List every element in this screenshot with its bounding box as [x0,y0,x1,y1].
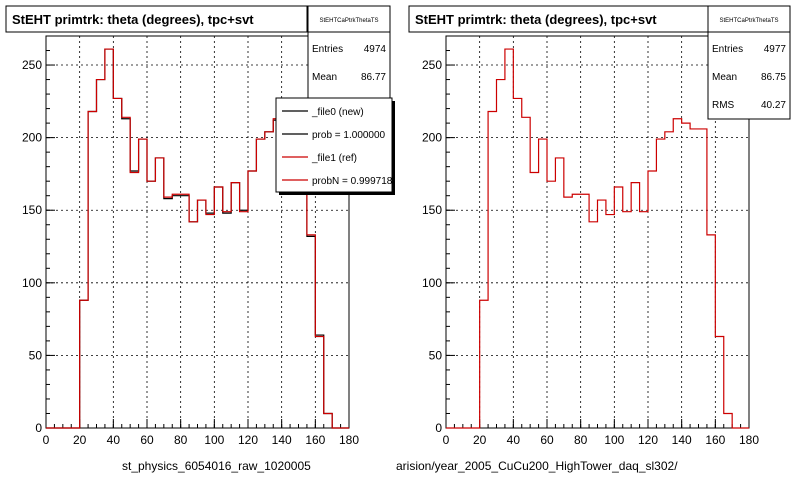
left-y-tick-label: 250 [22,58,42,72]
right-stats-mean-label: Mean [712,72,737,83]
right-y-tick-label: 200 [422,131,442,145]
right-x-tick-label: 180 [739,433,759,447]
right-y-tick-label: 100 [422,276,442,290]
right-series-0 [446,48,749,429]
left-x-tick-label: 140 [272,433,292,447]
right-x-tick-label: 80 [574,433,588,447]
right-stats-mean-value: 86.75 [761,72,786,83]
right-histogram-panel: StEHT primtrk: theta (degrees), tpc+svt … [396,5,791,473]
left-y-tick-label: 100 [22,276,42,290]
left-stats-entries-value: 4974 [364,44,387,55]
left-x-tick-label: 40 [107,433,121,447]
right-x-tick-label: 160 [705,433,725,447]
left-plot-area: 0 20 40 60 80 100 120 140 160 180 0 50 100 150 200 250 [22,35,359,447]
left-stats-name: StEHTCaPtrkThetaTS [319,18,378,24]
left-stats-entries-label: Entries [312,44,343,55]
right-stats-rms-value: 40.27 [761,100,786,111]
right-x-tick-label: 140 [672,433,692,447]
right-x-tick-label: 120 [638,433,658,447]
right-title-box: StEHT primtrk: theta (degrees), tpc+svt [408,5,709,33]
right-x-tick-label: 20 [473,433,487,447]
left-title-box: StEHT primtrk: theta (degrees), tpc+svt [5,5,308,33]
left-x-tick-label: 120 [238,433,258,447]
left-x-tick-label: 160 [305,433,325,447]
left-histogram-panel: StEHT primtrk: theta (degrees), tpc+svt … [5,5,395,473]
legend-entry-file0: _file0 (new) [311,107,364,118]
right-plot-area: 0 20 40 60 80 100 120 140 160 180 0 50 100 150 200 250 [422,35,759,447]
right-y-tick-label: 250 [422,58,442,72]
left-stats-box: StEHTCaPtrkThetaTS Entries 4974 Mean 86.… [307,5,391,110]
left-legend: _file0 (new) prob = 1.000000 _file1 (ref… [275,97,395,195]
right-stats-entries-value: 4977 [764,44,787,55]
legend-entry-prob: prob = 1.000000 [312,130,386,141]
left-chart-title: StEHT primtrk: theta (degrees), tpc+svt [12,12,254,27]
left-x-tick-label: 180 [339,433,359,447]
right-y-tick-label: 50 [429,348,443,362]
legend-entry-probn: probN = 0.999718 [312,176,393,187]
right-stats-name: StEHTCaPtrkThetaTS [719,18,778,24]
left-y-tick-label: 50 [29,348,43,362]
right-x-tick-label: 100 [604,433,624,447]
left-stats-mean-label: Mean [312,72,337,83]
right-stats-rms-label: RMS [712,100,735,111]
right-footer-label: arision/year_2005_CuCu200_HighTower_daq_… [396,459,678,473]
right-y-tick-label: 0 [435,421,442,435]
right-y-tick-label: 150 [422,203,442,217]
left-x-tick-label: 20 [73,433,87,447]
left-y-tick-label: 200 [22,131,42,145]
legend-entry-file1: _file1 (ref) [311,153,357,164]
right-stats-entries-label: Entries [712,44,743,55]
right-plot-frame [445,35,750,429]
right-x-tick-label: 0 [443,433,450,447]
left-plot-frame [45,35,350,429]
right-x-tick-label: 40 [507,433,521,447]
left-stats-mean-value: 86.77 [361,72,386,83]
right-x-tick-label: 60 [540,433,554,447]
left-x-tick-label: 60 [140,433,154,447]
left-y-tick-label: 0 [35,421,42,435]
left-x-tick-label: 80 [174,433,188,447]
left-x-tick-label: 0 [43,433,50,447]
right-chart-title: StEHT primtrk: theta (degrees), tpc+svt [415,12,657,27]
right-stats-box: StEHTCaPtrkThetaTS Entries 4977 Mean 86.… [707,5,791,120]
left-x-tick-label: 100 [204,433,224,447]
left-footer-label: st_physics_6054016_raw_1020005 [122,459,311,473]
left-y-tick-label: 150 [22,203,42,217]
